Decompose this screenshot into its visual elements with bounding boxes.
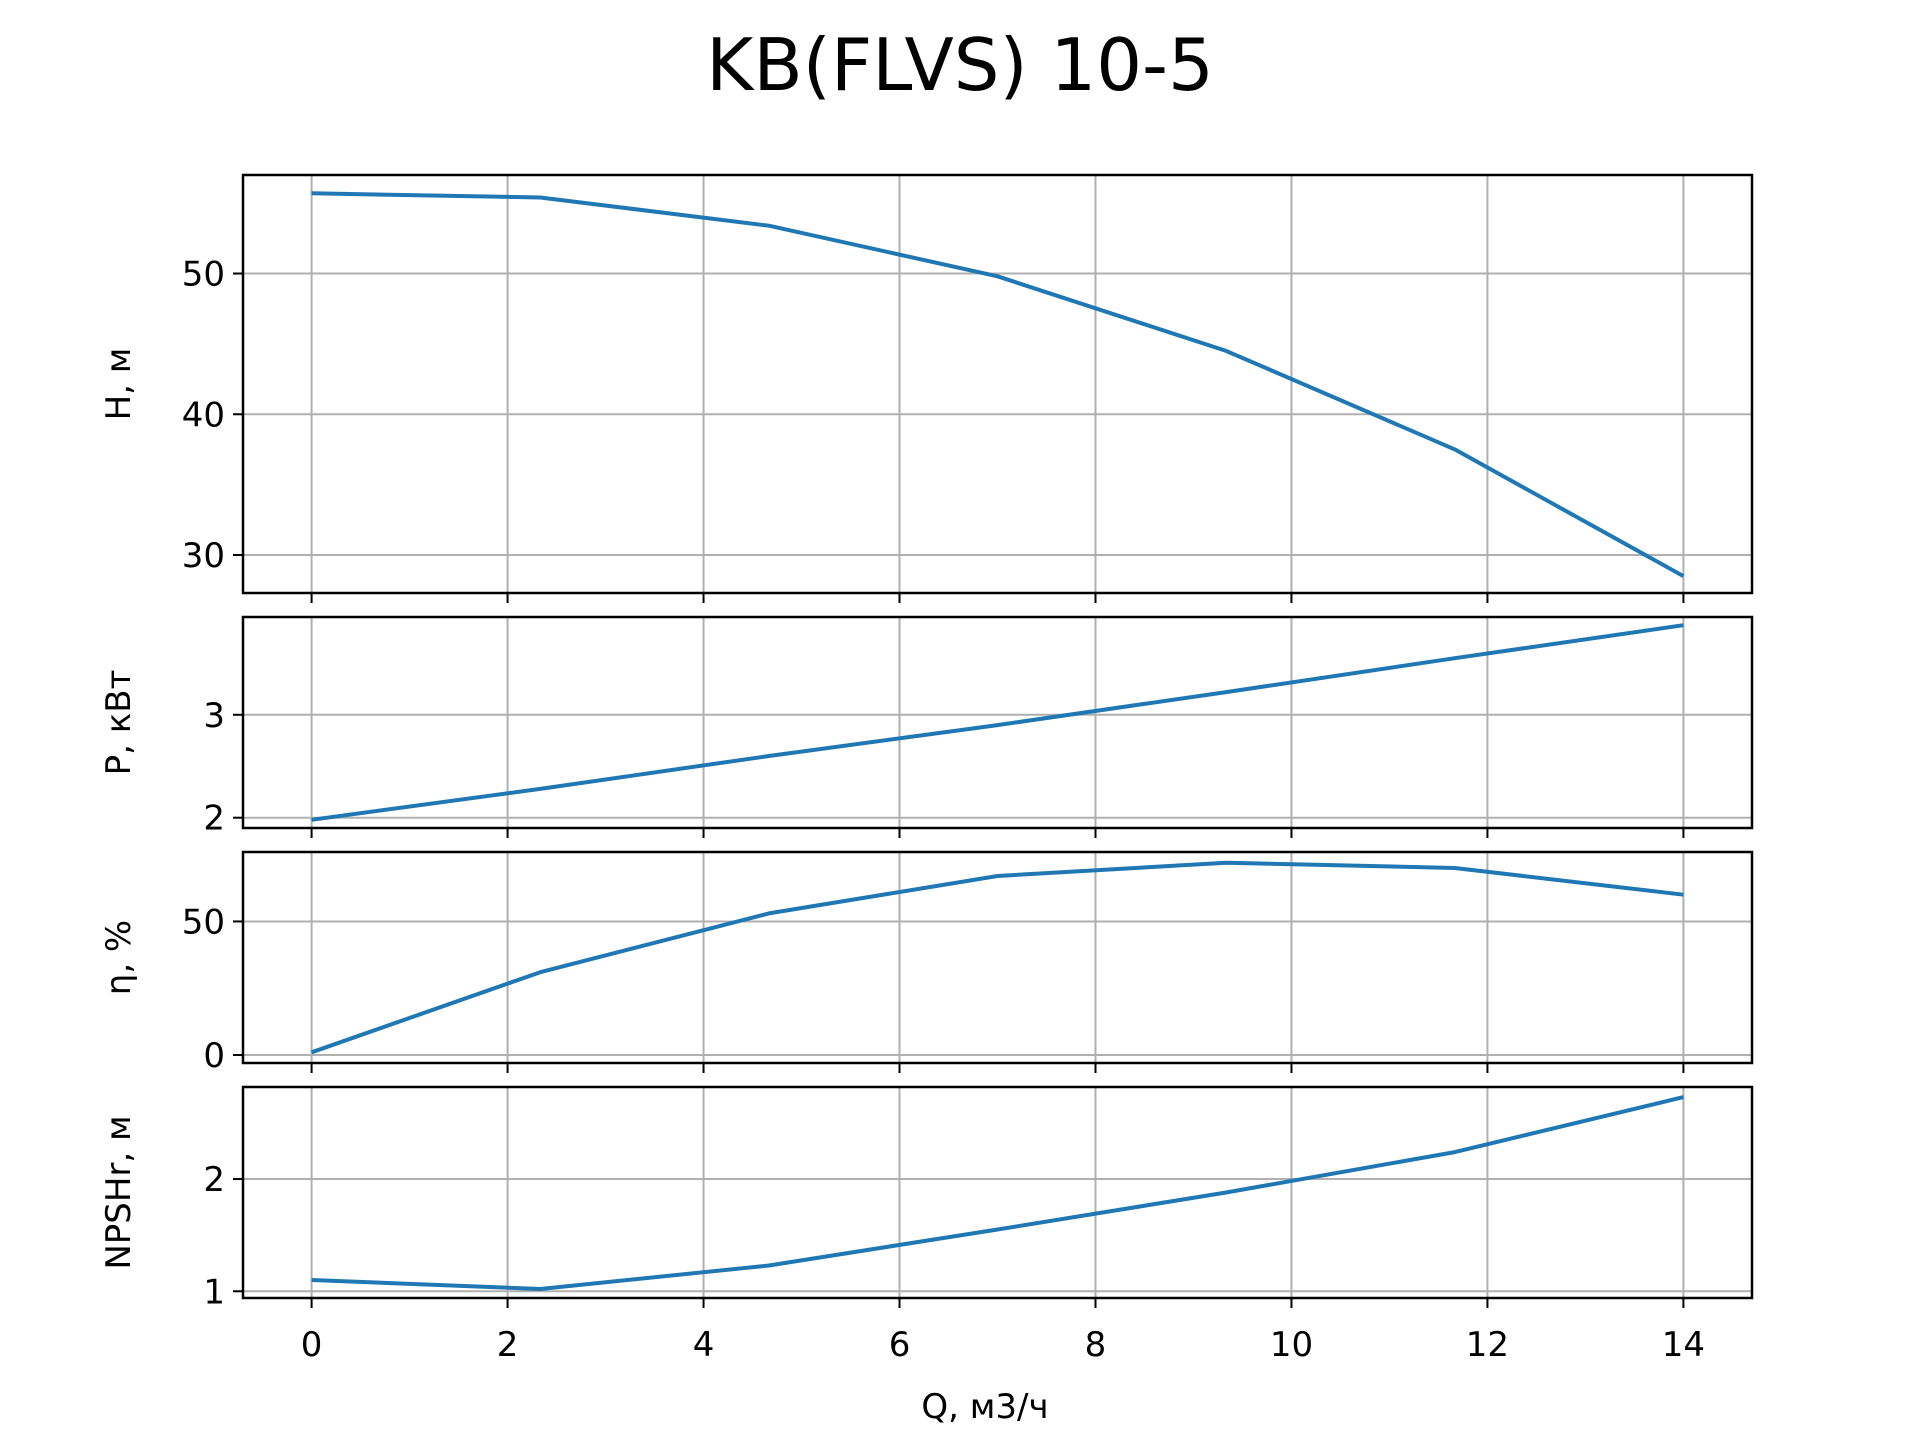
y-axis-label: H, м — [99, 348, 139, 421]
x-tick-label: 0 — [301, 1325, 323, 1365]
y-tick-label: 50 — [182, 902, 225, 942]
y-tick-label: 50 — [182, 255, 225, 295]
y-tick-label: 40 — [182, 395, 225, 435]
y-tick-label: 2 — [203, 1160, 225, 1200]
x-tick-label: 10 — [1270, 1325, 1313, 1365]
y-tick-label: 3 — [203, 696, 225, 736]
y-axis-label: η, % — [99, 920, 139, 995]
x-tick-label: 14 — [1662, 1325, 1705, 1365]
x-tick-label: 2 — [497, 1325, 519, 1365]
x-tick-label: 4 — [693, 1325, 715, 1365]
x-tick-label: 8 — [1085, 1325, 1107, 1365]
x-axis-label: Q, м3/ч — [921, 1387, 1048, 1427]
y-tick-label: 0 — [203, 1036, 225, 1076]
y-axis-label: P, кВт — [99, 670, 139, 776]
y-tick-label: 30 — [182, 536, 225, 576]
y-tick-label: 1 — [203, 1272, 225, 1312]
x-tick-label: 6 — [889, 1325, 911, 1365]
x-tick-label: 12 — [1466, 1325, 1509, 1365]
y-tick-label: 2 — [203, 799, 225, 839]
y-axis-label: NPSHr, м — [99, 1115, 139, 1269]
chart-title: KB(FLVS) 10-5 — [706, 23, 1214, 107]
